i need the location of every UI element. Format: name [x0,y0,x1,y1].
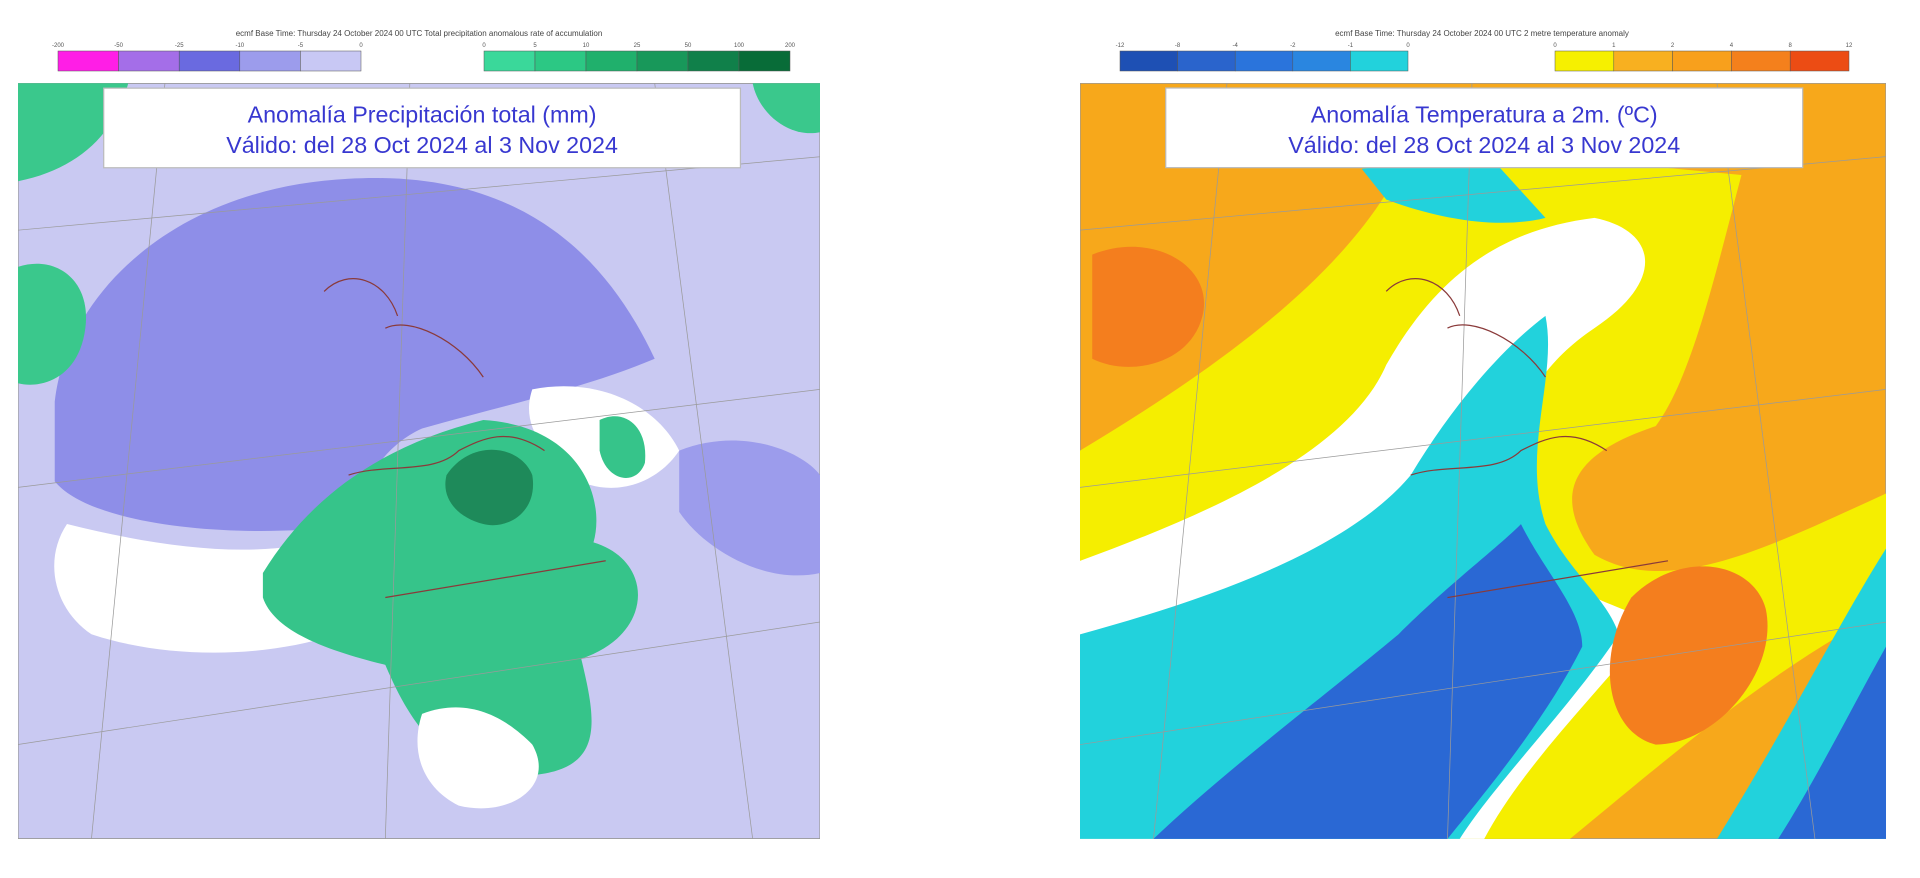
region [54,178,655,531]
colorbar-label: -1 [1348,43,1354,49]
region [1153,524,1583,839]
colorbar-label: -50 [114,43,123,49]
colorbar-label: -10 [235,43,244,49]
colorbar-label: 2 [1671,43,1675,49]
colorbar-swatch [1234,50,1294,72]
header: ecmf Base Time: Thursday 24 October 2024… [52,29,1853,72]
region [1609,566,1768,745]
colorbar-label: 4 [1730,43,1734,49]
colorbar-label: 0 [1406,43,1410,49]
colorbar-label: -4 [1233,43,1239,49]
colorbar-swatch [738,50,791,72]
temperature-map: Anomalía Temperatura a 2m. (ºC) Válido: … [1080,83,1886,839]
title-box [103,87,742,169]
colorbar-swatch [178,50,241,72]
colorbar-swatch [1119,50,1178,72]
region [1778,646,1886,839]
colorbar-label: 0 [482,43,486,49]
colorbar-swatch [1613,50,1673,72]
colorbar-label: -5 [298,43,304,49]
colorbar-swatch [1789,50,1850,72]
region [417,707,539,809]
coastline [1385,278,1669,599]
colorbar-label: -2 [1290,43,1296,49]
region [599,416,646,478]
colorbar-swatch [1292,50,1351,72]
graticule [18,83,820,839]
region [445,449,534,526]
colorbar-label: -12 [1116,43,1125,49]
title-box [1165,87,1804,169]
colorbar-swatch [1554,50,1615,72]
precip-map: Anomalía Precipitación total (mm) Válido… [18,83,820,839]
colorbar-swatch [1350,50,1409,72]
colorbar-swatch [636,50,689,72]
region [18,83,129,182]
header-text: ecmf Base Time: Thursday 24 October 2024… [236,29,603,38]
graticule [1080,83,1886,839]
map-subtitle: Válido: del 28 Oct 2024 al 3 Nov 2024 [226,132,618,158]
colorbar-label: -25 [175,43,184,49]
map-title: Anomalía Precipitación total (mm) [248,101,597,127]
colorbar-label: 50 [685,43,692,49]
colorbar-label: -8 [1175,43,1181,49]
colorbar-label: 12 [1846,43,1853,49]
colorbar-swatch [585,50,638,72]
colorbar-swatch [57,50,119,72]
colorbar-swatch [483,50,536,72]
colorbar-label: 25 [634,43,641,49]
colorbar-swatch [687,50,740,72]
colorbar-label: 5 [533,43,537,49]
colorbar-label: 8 [1789,43,1793,49]
region [1361,150,1546,223]
colorbar-label: 100 [734,43,745,49]
map-subtitle: Válido: del 28 Oct 2024 al 3 Nov 2024 [1288,132,1680,158]
colorbar-swatch [1177,50,1236,72]
region [18,263,87,385]
colorbar-label: 1 [1612,43,1616,49]
colorbar-swatch [239,50,301,72]
map-title: Anomalía Temperatura a 2m. (ºC) [1311,101,1658,127]
region [1092,246,1205,367]
colorbar-label: 0 [1553,43,1557,49]
colorbar-label: 200 [785,43,796,49]
region [752,83,820,134]
header-text: ecmf Base Time: Thursday 24 October 2024… [1335,29,1629,38]
colorbar-label: -200 [52,43,65,49]
coastline [323,278,606,599]
colorbar-swatch [300,50,362,72]
colorbar-label: 10 [583,43,590,49]
colorbar-swatch [1731,50,1791,72]
colorbar-swatch [534,50,587,72]
region [262,419,638,776]
colorbar-swatch [118,50,180,72]
colorbar-label: 0 [359,43,363,49]
colorbar-swatch [1672,50,1732,72]
